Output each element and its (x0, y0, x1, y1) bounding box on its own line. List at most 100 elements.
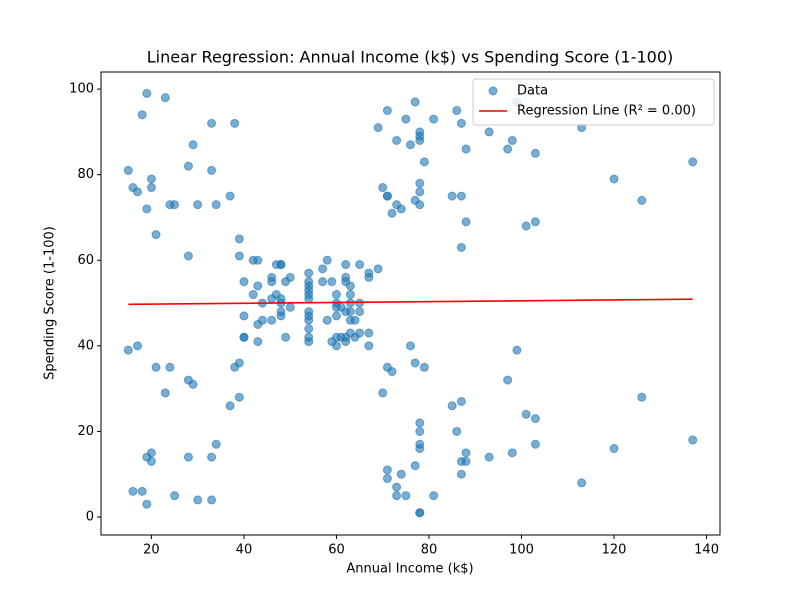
data-point (142, 204, 152, 214)
data-point (304, 315, 314, 325)
data-point (318, 264, 328, 274)
data-point (327, 277, 337, 287)
data-point (285, 302, 295, 312)
data-point (355, 328, 365, 338)
x-tick-label: 60 (328, 543, 345, 558)
data-point (461, 448, 471, 458)
y-axis-label: Spending Score (1-100) (43, 226, 58, 380)
legend-marker (488, 86, 498, 96)
data-point (503, 375, 513, 385)
data-point (688, 435, 698, 445)
data-point (230, 118, 240, 128)
data-point (146, 456, 156, 466)
data-point (530, 439, 540, 449)
data-point (183, 161, 193, 171)
data-point (331, 290, 341, 300)
data-point (160, 93, 170, 103)
data-point (276, 260, 286, 270)
data-point (322, 315, 332, 325)
data-point (447, 401, 457, 411)
y-tick-label: 0 (86, 510, 94, 525)
data-point (160, 388, 170, 398)
data-point (345, 281, 355, 291)
x-tick-label: 80 (421, 543, 438, 558)
data-point (341, 272, 351, 282)
data-point (304, 277, 314, 287)
data-point (530, 148, 540, 158)
data-point (429, 114, 439, 124)
data-point (410, 358, 420, 368)
data-point (355, 260, 365, 270)
data-point (382, 191, 392, 201)
data-point (253, 337, 263, 347)
data-point (415, 508, 425, 518)
data-point (331, 311, 341, 321)
data-point (128, 486, 138, 496)
data-point (211, 439, 221, 449)
data-point (378, 388, 388, 398)
data-point (137, 110, 147, 120)
data-point (123, 345, 133, 355)
legend-label: Regression Line (R² = 0.00) (517, 104, 696, 119)
data-point (382, 465, 392, 475)
data-point (170, 200, 180, 210)
data-point (207, 452, 217, 462)
data-point (146, 183, 156, 193)
regression-line (128, 298, 693, 306)
data-point (322, 255, 332, 265)
data-point (415, 178, 425, 188)
data-point (373, 123, 383, 133)
data-point (257, 315, 267, 325)
y-tick-label: 20 (77, 424, 94, 439)
data-point (123, 165, 133, 175)
data-point (392, 482, 402, 492)
data-point (146, 448, 156, 458)
y-tick-label: 80 (77, 167, 94, 182)
data-point (350, 315, 360, 325)
data-point (211, 200, 221, 210)
data-point (285, 272, 295, 282)
data-point (452, 106, 462, 116)
data-point (170, 491, 180, 501)
data-point (165, 362, 175, 372)
data-point (137, 486, 147, 496)
data-point (609, 444, 619, 454)
data-point (345, 290, 355, 300)
data-point (151, 230, 161, 240)
data-point (304, 268, 314, 278)
data-point (406, 341, 415, 351)
data-point (281, 332, 291, 342)
data-point (151, 362, 161, 372)
data-point (456, 118, 466, 128)
data-point (248, 290, 258, 300)
x-tick-label: 140 (694, 543, 719, 558)
legend-label: Data (517, 84, 548, 99)
data-point (304, 307, 314, 317)
data-point (387, 208, 397, 218)
data-point (331, 341, 341, 351)
data-point (461, 144, 471, 154)
data-point (341, 260, 351, 270)
data-point (188, 140, 198, 150)
data-point (410, 97, 420, 107)
data-point (577, 478, 587, 488)
data-point (507, 135, 517, 145)
data-point (415, 200, 425, 210)
data-point (410, 461, 420, 471)
data-point (456, 242, 466, 252)
data-point (447, 191, 457, 201)
data-point (415, 131, 425, 141)
data-point (234, 358, 244, 368)
data-point (415, 426, 425, 436)
data-point (378, 183, 388, 193)
data-point (406, 140, 415, 150)
data-point (183, 251, 193, 261)
data-point (484, 127, 494, 137)
data-point (512, 345, 522, 355)
data-point (318, 277, 328, 287)
x-tick-label: 100 (509, 543, 534, 558)
data-point (452, 426, 462, 436)
data-point (133, 341, 143, 351)
data-point (637, 195, 647, 205)
